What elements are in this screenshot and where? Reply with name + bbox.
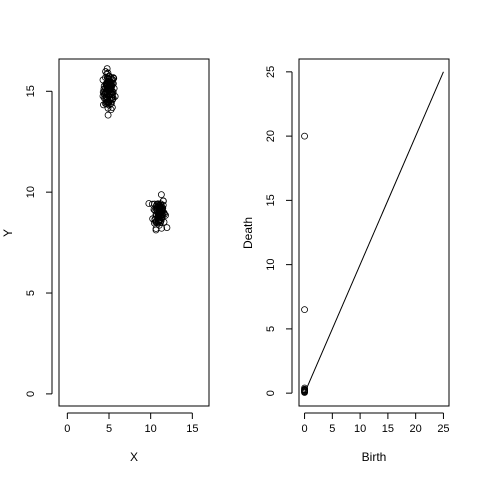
scatter-point	[145, 200, 153, 207]
scatter-point	[103, 91, 111, 98]
left-x-axis-label: X	[130, 450, 138, 464]
scatter-point	[155, 210, 163, 218]
right-x-tick-label: 15	[382, 423, 394, 435]
right-y-tick-label: 5	[265, 326, 277, 332]
scatter-point	[104, 111, 112, 119]
left-scatter-panel: 0 5 10 15 0 5 10 15 X Y	[1, 58, 210, 464]
left-y-axis-label: Y	[1, 229, 15, 237]
left-y-tick-label: 5	[25, 290, 37, 296]
right-y-axis: 0 5 10 15 20 25	[265, 66, 293, 396]
left-y-tick-label: 10	[25, 186, 37, 198]
left-points	[99, 65, 171, 234]
scatter-point	[105, 75, 113, 82]
scatter-point	[153, 204, 161, 211]
right-x-axis-label: Birth	[362, 450, 387, 464]
right-x-tick-label: 10	[354, 423, 366, 435]
scatter-point	[110, 84, 118, 92]
right-x-tick-label: 20	[410, 423, 422, 435]
right-y-tick-label: 0	[265, 390, 277, 396]
scatter-point	[103, 84, 111, 91]
scatter-point	[151, 216, 159, 224]
right-plot-frame	[298, 58, 450, 407]
left-x-tick-label: 10	[145, 423, 157, 435]
right-points	[301, 132, 308, 396]
scatter-point	[108, 80, 116, 88]
right-y-tick-label: 10	[265, 259, 277, 271]
scatter-point	[157, 191, 165, 199]
left-x-tick-label: 0	[64, 423, 70, 435]
left-x-axis: 0 5 10 15	[64, 412, 198, 435]
right-x-axis: 0 5 10 15 20 25	[301, 412, 450, 435]
left-plot-frame	[58, 58, 210, 407]
right-y-tick-label: 20	[265, 130, 277, 142]
scatter-point	[102, 68, 109, 75]
right-y-tick-label: 25	[265, 66, 277, 78]
left-x-tick-label: 5	[106, 423, 112, 435]
scatter-point	[109, 80, 117, 87]
left-x-tick-label: 15	[186, 423, 198, 435]
diagonal-line	[304, 71, 444, 394]
persistence-point	[301, 389, 308, 396]
right-x-tick-label: 5	[329, 423, 335, 435]
right-y-axis-label: Death	[241, 217, 255, 249]
left-y-tick-label: 0	[25, 391, 37, 397]
right-y-tick-label: 15	[265, 194, 277, 206]
scatter-point	[160, 218, 168, 226]
scatter-point	[163, 224, 171, 231]
scatter-point	[104, 99, 112, 106]
left-y-axis: 0 5 10 15	[25, 85, 53, 397]
right-persistence-panel: 0 5 10 15 20 25 0 5 10 15 20 25 Birth Death	[241, 58, 450, 464]
right-x-tick-label: 0	[301, 423, 307, 435]
scatter-point	[162, 211, 169, 219]
persistence-point	[301, 306, 308, 314]
scatter-point	[109, 91, 116, 99]
persistence-point	[301, 132, 308, 140]
left-y-tick-label: 15	[25, 85, 37, 97]
scatter-point	[152, 226, 160, 234]
scatter-point	[155, 213, 163, 221]
right-x-tick-label: 25	[437, 423, 449, 435]
